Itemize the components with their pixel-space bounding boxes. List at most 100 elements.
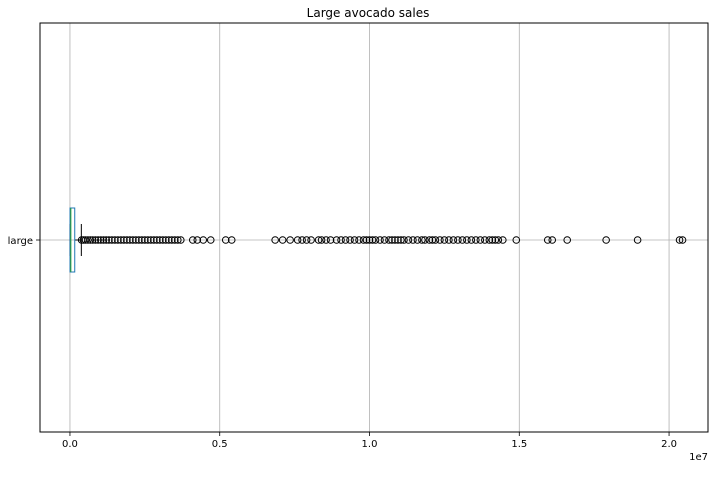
grid-lines [40, 23, 708, 432]
outlier-point [472, 236, 480, 244]
outlier-point [314, 236, 323, 244]
outlier-point [440, 236, 449, 244]
outlier-point [481, 236, 489, 244]
outlier-point [488, 236, 497, 244]
outlier-point [91, 236, 100, 244]
outlier-point [84, 236, 92, 244]
outlier-point [193, 236, 202, 244]
outlier-point [341, 236, 350, 244]
outlier-point [221, 236, 230, 244]
outlier-point [454, 236, 462, 244]
outlier-point [385, 236, 393, 244]
outlier-point [428, 236, 437, 244]
outlier-point [400, 236, 408, 244]
outlier-point [111, 236, 119, 244]
outlier-point [144, 236, 152, 244]
outlier-point [176, 236, 185, 244]
outlier-point [271, 236, 279, 244]
outlier-point [675, 236, 684, 244]
outlier-point [449, 236, 458, 244]
outlier-point [126, 236, 134, 244]
outlier-point [199, 236, 208, 244]
outlier-point [206, 236, 215, 244]
outlier-point [431, 236, 440, 244]
outlier-point [463, 236, 471, 244]
outlier-point [494, 236, 503, 244]
outlier-point [678, 236, 687, 244]
outlier-point [129, 236, 137, 244]
outlier-point [425, 236, 434, 244]
outlier-point [458, 236, 467, 244]
outlier-point [135, 236, 143, 244]
outliers [77, 236, 687, 244]
outlier-point [88, 236, 97, 244]
outlier-point [391, 236, 399, 244]
outlier-point [307, 236, 315, 244]
x-tick-label: 1.5 [511, 439, 527, 450]
outlier-point [380, 236, 389, 244]
chart-title: Large avocado sales [307, 6, 430, 20]
outlier-point [413, 236, 422, 244]
outlier-point [188, 236, 197, 244]
outlier-point [485, 236, 494, 244]
outlier-point [156, 236, 164, 244]
outlier-point [543, 236, 552, 244]
outlier-point [97, 236, 105, 244]
outlier-point [418, 236, 426, 244]
outlier-point [355, 236, 363, 244]
outlier-point [337, 236, 345, 244]
outlier-point [359, 236, 368, 244]
outlier-point [350, 236, 359, 244]
outlier-point [159, 236, 167, 244]
outlier-point [278, 236, 287, 244]
outlier-point [394, 236, 402, 244]
outlier-point [563, 236, 572, 244]
outlier-point [105, 236, 113, 244]
y-tick-label-large: large [8, 236, 33, 247]
box-layer [69, 207, 82, 273]
plot-frame [39, 22, 709, 433]
outlier-point [548, 236, 557, 244]
outlier-point [467, 236, 476, 244]
outlier-point [293, 236, 302, 244]
outlier-point [376, 236, 384, 244]
outlier-point [302, 236, 311, 244]
outlier-point [102, 236, 111, 244]
outlier-point [512, 236, 521, 244]
iqr-box [69, 207, 76, 273]
outlier-point [170, 236, 179, 244]
x-tick-label: 1.0 [362, 439, 378, 450]
outlier-point [346, 236, 354, 244]
outlier-point [365, 236, 374, 244]
outlier-point [168, 236, 176, 244]
outlier-point [317, 236, 326, 244]
outlier-point [114, 236, 122, 244]
x-tick-label: 0.5 [212, 439, 228, 450]
outlier-point [326, 236, 335, 244]
outlier-point [362, 236, 371, 244]
x-offset-label: 1e7 [689, 452, 708, 463]
outlier-point [388, 236, 396, 244]
x-tick-label: 2.0 [661, 439, 677, 450]
outlier-point [499, 236, 507, 244]
outlier-point [123, 236, 131, 244]
outlier-point [108, 236, 116, 244]
outlier-point [368, 236, 377, 244]
outlier-point [445, 236, 453, 244]
outlier-point [633, 236, 642, 244]
y-axis: large [8, 236, 40, 247]
outlier-point [99, 236, 108, 244]
outlier-point [138, 236, 146, 244]
outlier-point [120, 236, 128, 244]
outlier-point [298, 236, 306, 244]
outlier-point [162, 236, 170, 244]
x-tick-label: 0.0 [62, 439, 78, 450]
outlier-point [147, 236, 155, 244]
outlier-point [173, 236, 182, 244]
outlier-point [227, 236, 236, 244]
outlier-point [476, 236, 485, 244]
outlier-point [132, 236, 140, 244]
outlier-point [371, 236, 380, 244]
outlier-point [94, 236, 102, 244]
